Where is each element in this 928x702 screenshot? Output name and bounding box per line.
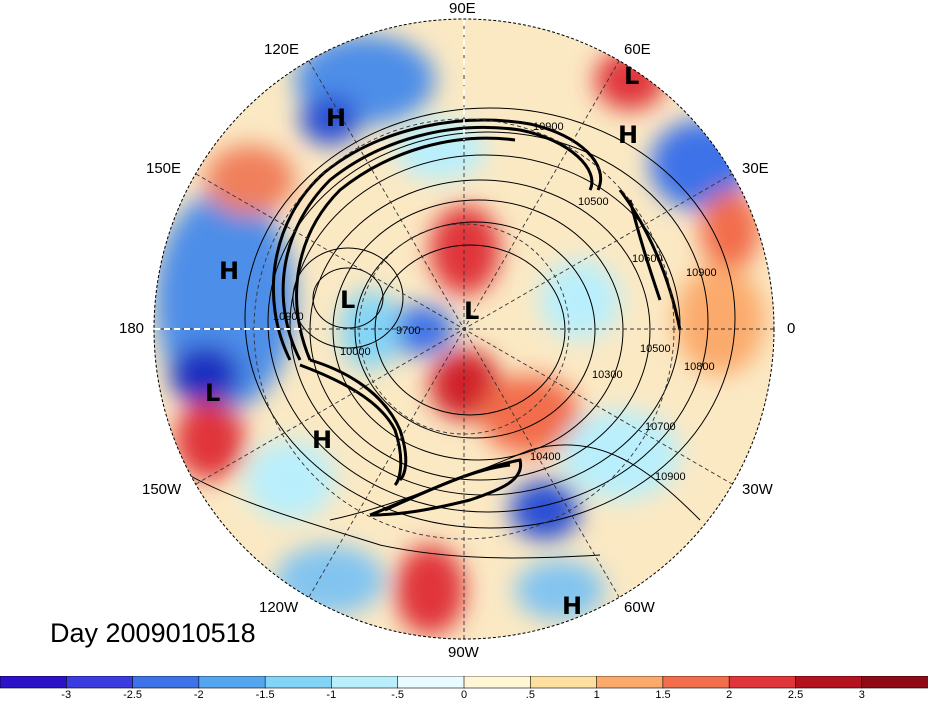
lon-label-60w: 60W (624, 599, 655, 616)
colorbar-tick: 3 (858, 689, 865, 701)
high-pressure-marker: H (312, 426, 333, 454)
lon-label-180: 180 (119, 320, 145, 337)
colorbar-tick: 2.5 (787, 689, 804, 701)
lon-label-120w: 120W (259, 599, 299, 616)
anomaly-shading (155, 35, 765, 635)
colorbar-swatch (861, 676, 928, 689)
low-pressure-marker: L (340, 286, 356, 314)
colorbar-swatch (0, 676, 68, 689)
colorbar-tick: -2 (193, 689, 204, 701)
lon-label-0: 0 (787, 320, 796, 337)
colorbar-swatch (198, 676, 266, 689)
low-pressure-marker: L (624, 62, 640, 90)
lon-label-150w: 150W (142, 481, 182, 498)
contour-label: 10900 (655, 471, 686, 483)
polar-map: 10900 10500 10900 10900 9700 10000 10300… (153, 18, 775, 640)
colorbar-tick: -.5 (391, 689, 405, 701)
contour-label: 9700 (396, 325, 420, 337)
map-boundary (153, 18, 775, 640)
contour-label: 10900 (273, 311, 304, 323)
colorbar-swatch (596, 676, 664, 689)
colorbar-tick: 0 (461, 689, 468, 701)
lon-label-60e: 60E (624, 41, 651, 58)
colorbar-swatch (728, 676, 797, 689)
lon-label-90w: 90W (448, 644, 479, 661)
colorbar-swatch (132, 676, 200, 689)
colorbar (0, 676, 928, 689)
colorbar-tick: -1 (326, 689, 337, 701)
contour-label: 10000 (340, 346, 371, 358)
colorbar-tick: 2 (726, 689, 733, 701)
colorbar-swatch (397, 676, 465, 689)
lon-label-120e: 120E (264, 41, 300, 58)
map-title: Day 2009010518 (50, 618, 256, 648)
colorbar-swatch (662, 676, 730, 689)
colorbar-tick: 1.5 (655, 689, 671, 701)
high-pressure-marker: H (562, 592, 583, 620)
colorbar-swatch (331, 676, 399, 689)
low-pressure-marker: L (464, 297, 480, 325)
height-contours (179, 107, 736, 559)
contour-label: 10500 (578, 196, 609, 208)
contour-label: 10600 (632, 253, 663, 265)
low-pressure-marker: L (205, 379, 221, 407)
colorbar-tick: -3 (61, 689, 72, 701)
lon-label-150e: 150E (146, 160, 182, 177)
lon-label-90e: 90E (449, 0, 476, 17)
contour-label: 10500 (640, 343, 671, 355)
colorbar-tick: 1 (593, 689, 600, 701)
colorbar-swatch (264, 676, 333, 689)
colorbar-tick: -2.5 (123, 689, 143, 701)
colorbar-swatch (65, 676, 134, 689)
colorbar-tick: -1.5 (255, 689, 275, 701)
colorbar-swatch (529, 676, 598, 689)
contour-label: 10900 (533, 121, 564, 133)
contour-label: 10700 (645, 421, 676, 433)
colorbar-tick: .5 (525, 689, 535, 701)
colorbar-swatch (463, 676, 532, 689)
contour-label-group: 10900 10500 10900 10900 9700 10000 10300… (273, 121, 717, 483)
contour-label: 10300 (592, 369, 623, 381)
colorbar-swatch (795, 676, 863, 689)
contour-label: 10400 (530, 451, 561, 463)
high-pressure-marker: H (618, 121, 639, 149)
high-pressure-marker: H (326, 104, 347, 132)
high-pressure-marker: H (219, 257, 240, 285)
contour-label: 10900 (686, 267, 717, 279)
lon-label-30w: 30W (742, 481, 773, 498)
jet-isotachs (272, 118, 682, 517)
contour-label: 10800 (684, 361, 715, 373)
lon-label-30e: 30E (742, 160, 769, 177)
